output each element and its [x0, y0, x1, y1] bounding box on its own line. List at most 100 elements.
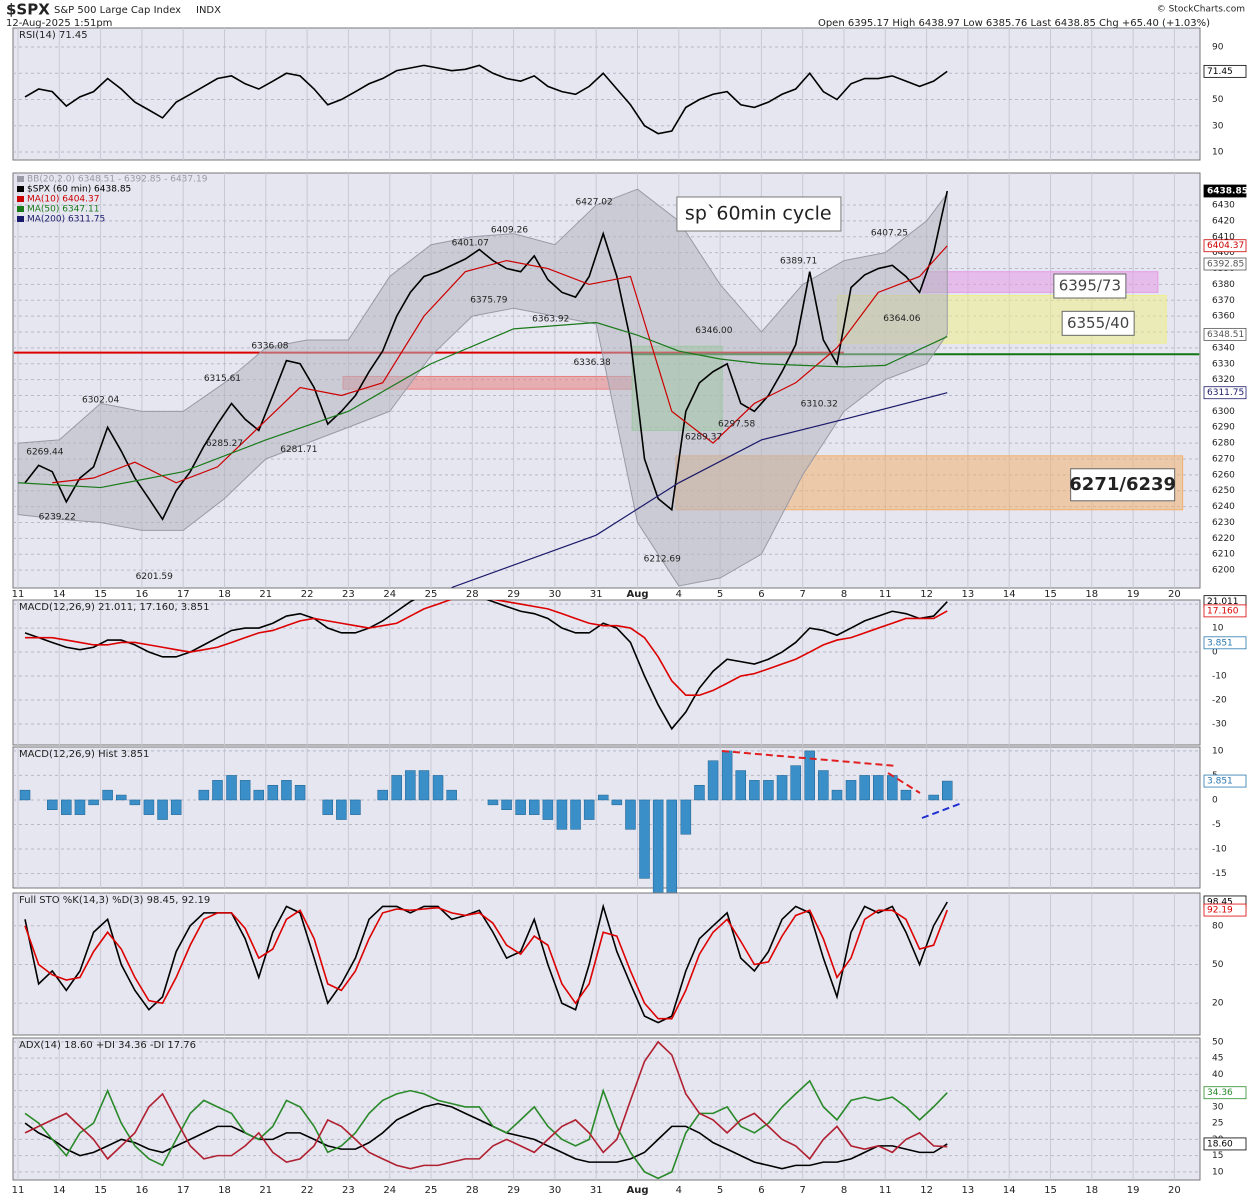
- peak-label: 6427.02: [576, 197, 613, 207]
- value-tag: [1203, 184, 1247, 198]
- x-tick-label: 8: [841, 589, 847, 600]
- x-tick-label: 17: [177, 1185, 190, 1196]
- divergence-line: [721, 750, 898, 767]
- hist-bar: [322, 799, 333, 815]
- panel-title: ADX(14) 18.60 +DI 34.36 -DI 17.76: [19, 1040, 196, 1051]
- hist-bar: [446, 789, 457, 801]
- series-line: [17, 321, 948, 489]
- legend-swatch: [17, 196, 24, 202]
- series-line: [24, 600, 948, 731]
- hist-bar: [625, 799, 636, 830]
- peak-label: 6285.27: [206, 439, 243, 449]
- x-tick-label: 16: [136, 1185, 149, 1196]
- hist-bar: [639, 799, 650, 879]
- y-tick-label: -30: [1212, 720, 1227, 730]
- panel: [12, 1037, 1201, 1181]
- x-tick-label: 14: [53, 1185, 66, 1196]
- x-tick-label: 30: [549, 1185, 562, 1196]
- x-tick-label: 15: [94, 589, 107, 600]
- y-tick-label: 10: [1212, 1167, 1224, 1177]
- quote: Open 6395.17 High 6438.97 Low 6385.76 La…: [818, 18, 1210, 29]
- x-tick-label: 23: [342, 589, 355, 600]
- hist-bar: [680, 799, 692, 835]
- panel-title: MACD(12,26,9) Hist 3.851: [19, 749, 149, 760]
- value-tag: [1203, 64, 1247, 78]
- value-tag: [1203, 327, 1247, 341]
- hist-bar: [253, 789, 265, 801]
- peak-label: 6297.58: [718, 420, 755, 430]
- x-tick-label: 5: [717, 1185, 723, 1196]
- y-tick-label: 6220: [1212, 534, 1235, 544]
- peak-label: 6336.08: [251, 342, 288, 352]
- hist-bar: [804, 750, 815, 801]
- x-tick-label: 31: [590, 1185, 603, 1196]
- x-tick-label: 14: [1003, 1185, 1016, 1196]
- y-tick-label: 6360: [1212, 312, 1235, 322]
- value-tag: [1203, 1137, 1247, 1151]
- y-tick-label: 0: [1212, 648, 1218, 658]
- x-tick-label: 16: [136, 589, 149, 600]
- value-tag: [1203, 386, 1247, 400]
- y-tick-label: 6200: [1212, 566, 1235, 576]
- hist-bar: [776, 775, 788, 801]
- y-tick-label: 6290: [1212, 423, 1235, 433]
- peak-label: 6336.38: [573, 358, 610, 368]
- value-tag-label: 6404.37: [1207, 241, 1244, 251]
- peak-label: 6302.04: [82, 396, 119, 406]
- x-tick-label: 28: [466, 1185, 479, 1196]
- peak-label: 6401.07: [452, 238, 489, 248]
- x-tick-label: 7: [800, 589, 806, 600]
- hist-bar: [102, 789, 113, 801]
- x-tick-label: 12: [920, 1185, 933, 1196]
- series-line: [24, 1079, 948, 1180]
- x-tick-label: 18: [1085, 589, 1098, 600]
- peak-label: 6315.61: [204, 374, 241, 384]
- series-line: [24, 64, 948, 135]
- value-tag-label: 71.45: [1207, 67, 1233, 77]
- hist-bar: [116, 794, 127, 801]
- x-tick-label: 13: [962, 589, 975, 600]
- hist-bar: [721, 750, 733, 801]
- series-line: [25, 600, 948, 697]
- value-tag: [1203, 774, 1247, 788]
- y-tick-label: -10: [1212, 844, 1227, 854]
- hist-bar: [597, 794, 609, 801]
- x-tick-label: 18: [1085, 1185, 1098, 1196]
- hist-bar: [942, 780, 953, 801]
- x-tick-label: 28: [466, 589, 479, 600]
- x-tick-label: 11: [879, 1185, 892, 1196]
- x-tick-label: 8: [841, 1185, 847, 1196]
- hist-bar: [928, 794, 939, 801]
- value-tag-label: 3.851: [1207, 638, 1233, 648]
- hist-bar: [611, 799, 623, 806]
- y-tick-label: 6210: [1212, 550, 1235, 560]
- hist-bar: [735, 770, 746, 801]
- x-tick-label: 19: [1127, 589, 1140, 600]
- hist-bar: [239, 780, 251, 801]
- panel-title: MACD(12,26,9) 21.011, 17.160, 3.851: [19, 602, 209, 613]
- legend-swatch: [17, 186, 24, 192]
- divergence-line: [887, 772, 921, 794]
- x-tick-label: 11: [12, 589, 25, 600]
- peak-label: 6346.00: [695, 326, 732, 336]
- legend-entry: $SPX (60 min) 6438.85: [27, 185, 131, 195]
- y-tick-label: 6410: [1212, 232, 1235, 242]
- value-tag-label: 21.011: [1207, 597, 1239, 607]
- y-tick-label: 50: [1212, 1037, 1224, 1047]
- hist-bar: [432, 775, 444, 801]
- peak-label: 6310.32: [801, 399, 838, 409]
- hist-bar: [170, 799, 182, 815]
- x-tick-label: 15: [94, 1185, 107, 1196]
- value-tag: [1203, 257, 1247, 271]
- hist-bar: [418, 770, 430, 801]
- value-tag-label: 17.160: [1207, 606, 1239, 616]
- hist-bar: [88, 799, 99, 806]
- date: 12-Aug-2025 1:51pm: [6, 18, 112, 29]
- x-tick-label: 22: [301, 589, 314, 600]
- hist-bar: [749, 780, 760, 801]
- x-tick-label: 5: [717, 589, 723, 600]
- y-tick-label: 6320: [1212, 375, 1235, 385]
- y-tick-label: 6400: [1212, 248, 1235, 258]
- hist-bar: [707, 760, 719, 801]
- hist-bar: [652, 799, 664, 899]
